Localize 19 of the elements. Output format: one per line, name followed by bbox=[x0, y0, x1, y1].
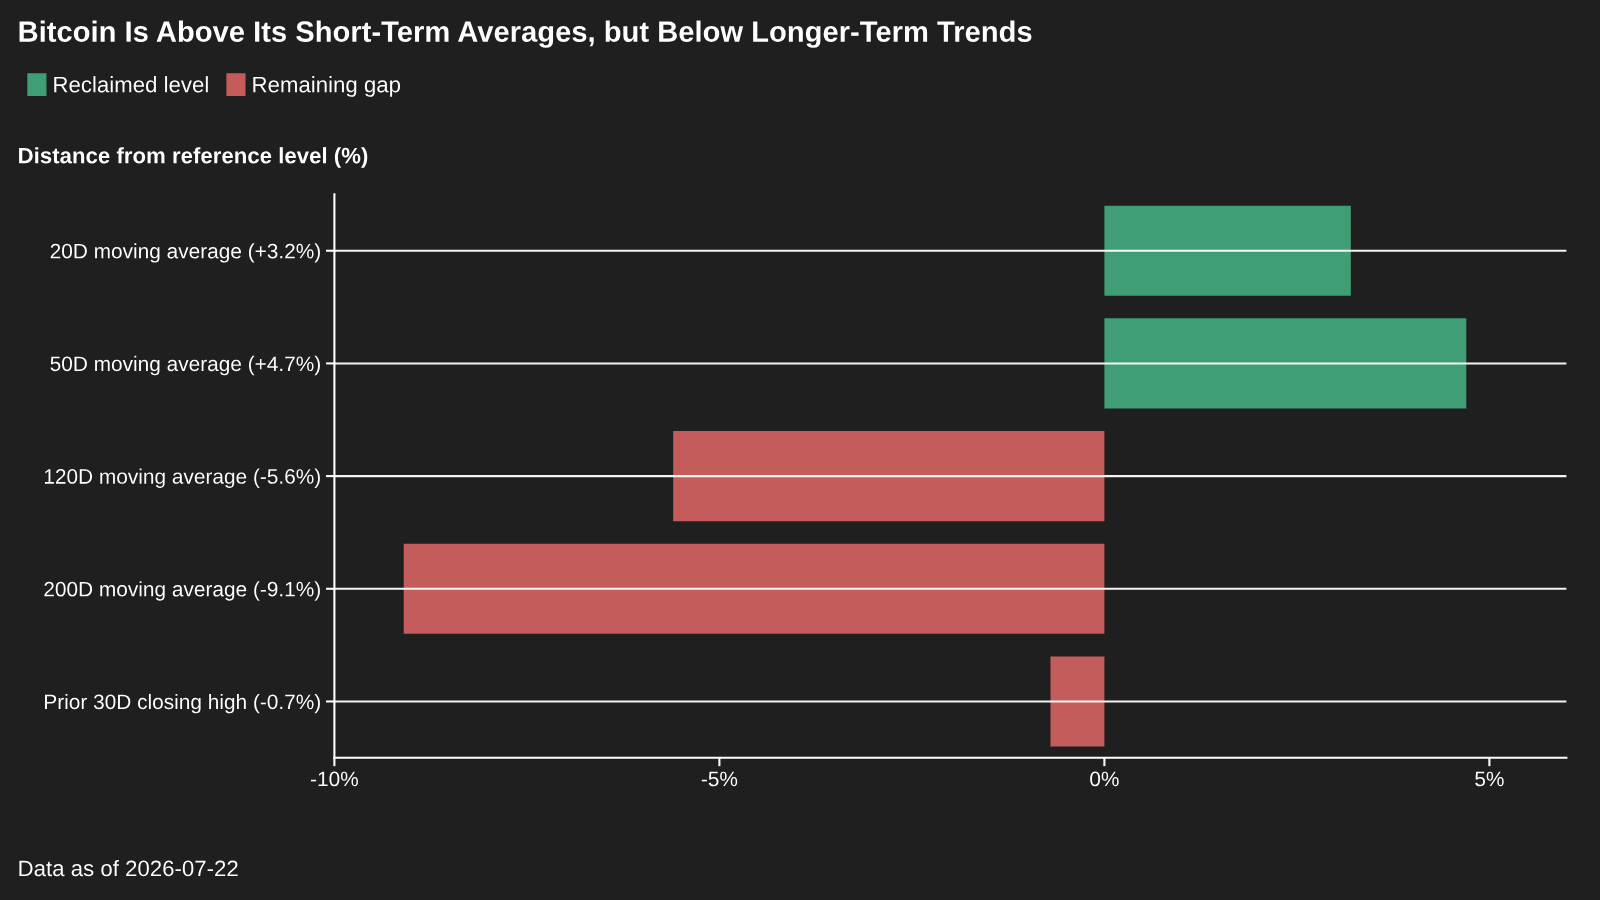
x-tick-label: 0% bbox=[1090, 771, 1119, 787]
bar bbox=[403, 543, 1105, 634]
y-tick-label: 120D moving average (-5.6%) bbox=[44, 468, 320, 488]
x-tick-label: -10% bbox=[311, 771, 358, 787]
bar bbox=[1104, 318, 1467, 409]
bar bbox=[1050, 656, 1105, 747]
y-tick-label: 20D moving average (+3.2%) bbox=[50, 243, 320, 263]
bar bbox=[673, 431, 1105, 522]
y-tick-label: Prior 30D closing high (-0.7%) bbox=[45, 693, 320, 714]
chart-subtitle: Distance from reference level (%) bbox=[19, 147, 368, 168]
text: Data as of 2026-07-22 bbox=[19, 859, 238, 877]
legend-label: Reclaimed level bbox=[54, 76, 208, 93]
bar bbox=[1104, 205, 1351, 296]
x-tick-label: 5% bbox=[1475, 771, 1504, 787]
y-tick-label: 200D moving average (-9.1%) bbox=[44, 581, 320, 601]
x-tick-label: -5% bbox=[701, 771, 738, 787]
chart-title: Bitcoin Is Above Its Short-Term Averages, but Below Longer-Term Trends bbox=[19, 20, 1032, 48]
y-tick-label: 50D moving average (+4.7%) bbox=[50, 355, 320, 376]
legend-label: Remaining gap bbox=[253, 76, 401, 97]
